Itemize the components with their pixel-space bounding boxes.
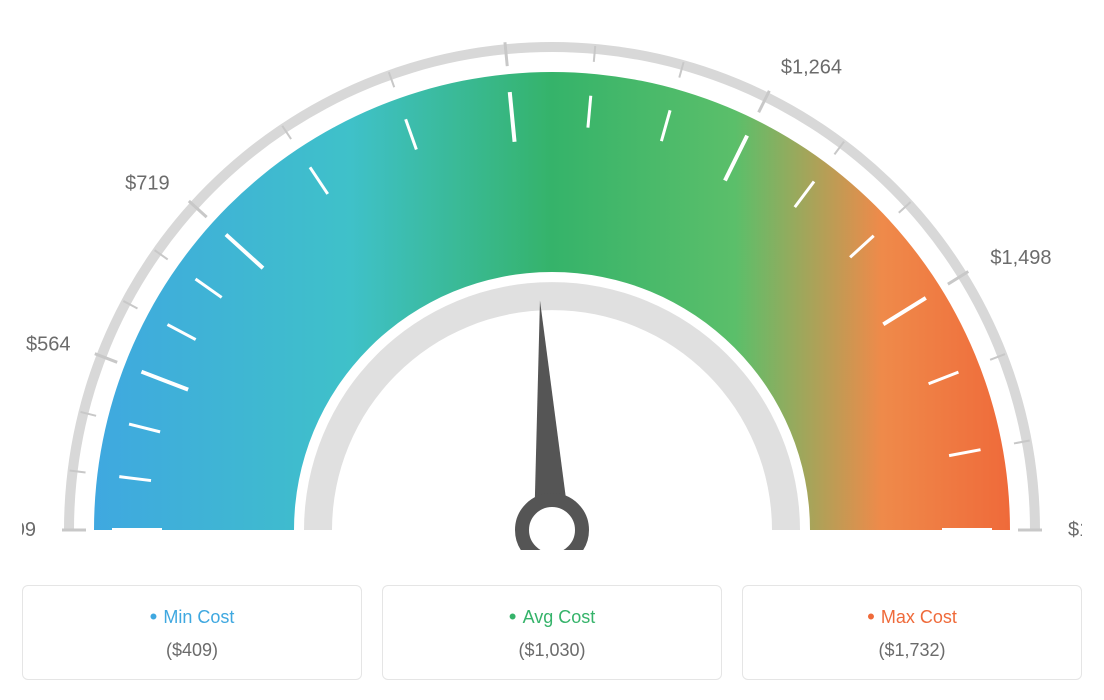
gauge-chart: $409$564$719$1,030$1,264$1,498$1,732 bbox=[22, 20, 1082, 555]
gauge-svg: $409$564$719$1,030$1,264$1,498$1,732 bbox=[22, 20, 1082, 550]
legend-max-label: Max Cost bbox=[753, 604, 1071, 630]
legend-min-label: Min Cost bbox=[33, 604, 351, 630]
legend-max-value: ($1,732) bbox=[753, 640, 1071, 661]
svg-text:$1,264: $1,264 bbox=[781, 57, 842, 79]
svg-text:$719: $719 bbox=[125, 173, 170, 195]
svg-text:$564: $564 bbox=[26, 333, 71, 355]
legend-card-min: Min Cost ($409) bbox=[22, 585, 362, 680]
legend-card-avg: Avg Cost ($1,030) bbox=[382, 585, 722, 680]
legend-min-value: ($409) bbox=[33, 640, 351, 661]
svg-text:$1,732: $1,732 bbox=[1068, 519, 1082, 541]
svg-text:$1,498: $1,498 bbox=[990, 247, 1051, 269]
legend-row: Min Cost ($409) Avg Cost ($1,030) Max Co… bbox=[22, 585, 1082, 680]
legend-avg-label: Avg Cost bbox=[393, 604, 711, 630]
legend-card-max: Max Cost ($1,732) bbox=[742, 585, 1082, 680]
svg-text:$409: $409 bbox=[22, 519, 36, 541]
legend-avg-value: ($1,030) bbox=[393, 640, 711, 661]
